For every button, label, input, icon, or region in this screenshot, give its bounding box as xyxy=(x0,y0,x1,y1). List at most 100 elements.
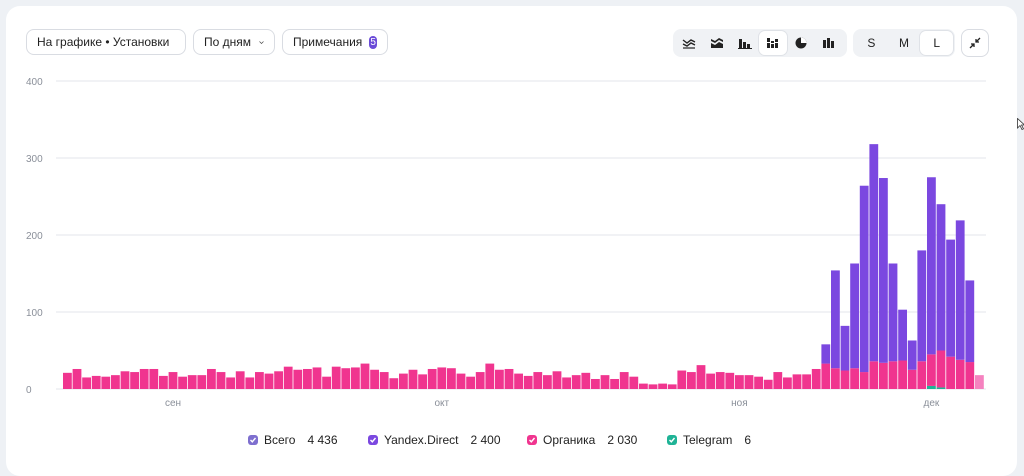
y-tick-label: 300 xyxy=(26,154,43,165)
chevron-down-icon xyxy=(259,40,264,44)
line-chart-button[interactable] xyxy=(675,31,703,55)
bar-yandex-direct xyxy=(879,178,888,363)
bar-organika xyxy=(639,383,648,389)
size-s-button[interactable]: S xyxy=(867,36,876,50)
bar-yandex-direct xyxy=(898,309,907,361)
stacked-bar-icon xyxy=(767,38,778,48)
bar-organika xyxy=(514,373,523,389)
bar-organika xyxy=(562,377,571,389)
bar-organika xyxy=(226,377,235,389)
bar-organika xyxy=(91,375,101,389)
bar-organika xyxy=(207,368,216,389)
bar-organika xyxy=(418,374,427,389)
bar-organika xyxy=(917,361,927,389)
bar-organika xyxy=(571,375,581,389)
chart-size-switcher: S M L xyxy=(853,29,955,57)
bar-organika xyxy=(850,368,859,389)
bar-organika xyxy=(303,368,312,389)
legend-item-organika[interactable]: Органика 2 030 xyxy=(527,433,637,447)
bar-organika xyxy=(322,376,331,389)
stacked-bar-button[interactable] xyxy=(759,31,787,55)
bar-organika xyxy=(927,354,936,386)
x-tick-label: ноя xyxy=(731,398,748,409)
bar-yandex-direct xyxy=(859,185,869,373)
bar-organika xyxy=(783,377,792,389)
bar-organika xyxy=(255,372,264,389)
metric-select[interactable]: На графике • Установки xyxy=(26,29,186,55)
bar-organika xyxy=(754,376,763,389)
bar-organika xyxy=(898,360,907,389)
y-tick-label: 100 xyxy=(26,308,43,319)
bar-organika xyxy=(274,371,283,389)
legend-item-vsego[interactable]: Всего 4 436 xyxy=(248,433,338,447)
bar-organika xyxy=(840,370,850,389)
bar-organika xyxy=(965,362,975,389)
x-tick-label: дек xyxy=(924,398,940,409)
bar-chart-icon xyxy=(738,39,752,49)
bar-organika xyxy=(504,368,514,389)
bar-organika xyxy=(715,372,725,389)
bar-organika xyxy=(427,368,437,389)
legend-item-telegram[interactable]: Telegram 6 xyxy=(667,433,751,447)
bar-organika xyxy=(360,363,370,389)
bar-organika xyxy=(946,356,955,389)
bar-organika xyxy=(187,375,197,389)
area-chart-button[interactable] xyxy=(703,31,731,55)
checkbox-icon xyxy=(527,435,537,445)
bar-organika xyxy=(706,373,715,389)
legend-label: Всего xyxy=(264,433,296,447)
y-tick-label: 200 xyxy=(26,231,43,242)
bar-organika xyxy=(101,376,111,389)
bar-yandex-direct xyxy=(850,263,859,369)
bar-yandex-direct xyxy=(821,344,831,364)
legend-item-yandex-direct[interactable]: Yandex.Direct 2 400 xyxy=(368,433,501,447)
legend-value: 2 030 xyxy=(607,433,638,447)
bar-organika xyxy=(667,384,677,389)
bar-organika xyxy=(82,377,91,389)
chart-type-switcher xyxy=(673,29,847,57)
bar-organika xyxy=(869,361,879,389)
period-select[interactable]: По дням xyxy=(193,29,275,55)
line-chart-icon xyxy=(682,39,696,49)
bar-organika xyxy=(111,375,120,389)
mouse-cursor-icon xyxy=(1017,118,1024,130)
bar-organika xyxy=(581,372,591,389)
bar-organika xyxy=(475,372,485,389)
bar-organika xyxy=(485,363,495,389)
bar-organika xyxy=(389,378,399,389)
bar-organika xyxy=(495,369,504,389)
bar-organika xyxy=(629,376,639,389)
bar-organika xyxy=(437,367,447,389)
bar-organika xyxy=(533,372,543,389)
bar-organika xyxy=(677,370,687,389)
bar-chart-button[interactable] xyxy=(731,31,759,55)
bar-organika xyxy=(888,361,898,389)
bar-organika xyxy=(773,372,783,389)
bar-organika xyxy=(821,363,831,389)
y-tick-label: 0 xyxy=(26,385,32,396)
legend-value: 2 400 xyxy=(470,433,501,447)
bar-organika xyxy=(120,371,130,389)
notes-button[interactable]: Примечания 5 xyxy=(282,29,388,55)
bar-organika xyxy=(159,375,168,389)
bar-organika xyxy=(370,369,379,389)
bar-telegram xyxy=(927,385,936,389)
x-tick-label: окт xyxy=(434,398,449,409)
bar-organika xyxy=(811,368,821,389)
pie-chart-icon xyxy=(795,37,807,49)
size-m-button[interactable]: M xyxy=(899,36,909,50)
bar-organika xyxy=(149,368,159,389)
collapse-button[interactable] xyxy=(961,29,989,57)
y-tick-label: 400 xyxy=(26,77,43,88)
pie-chart-button[interactable] xyxy=(787,31,815,55)
bar-organika xyxy=(331,366,341,389)
bar-organika xyxy=(245,377,255,389)
bar-organika xyxy=(687,372,696,389)
grouped-bar-button[interactable] xyxy=(815,31,843,55)
checkbox-icon xyxy=(667,435,677,445)
bar-organika xyxy=(216,372,226,389)
bar-organika xyxy=(197,375,207,389)
chart-legend: Всего 4 436 Yandex.Direct 2 400 Органика… xyxy=(6,433,1017,453)
bar-yandex-direct xyxy=(831,270,840,369)
size-l-button[interactable]: L xyxy=(920,31,954,55)
